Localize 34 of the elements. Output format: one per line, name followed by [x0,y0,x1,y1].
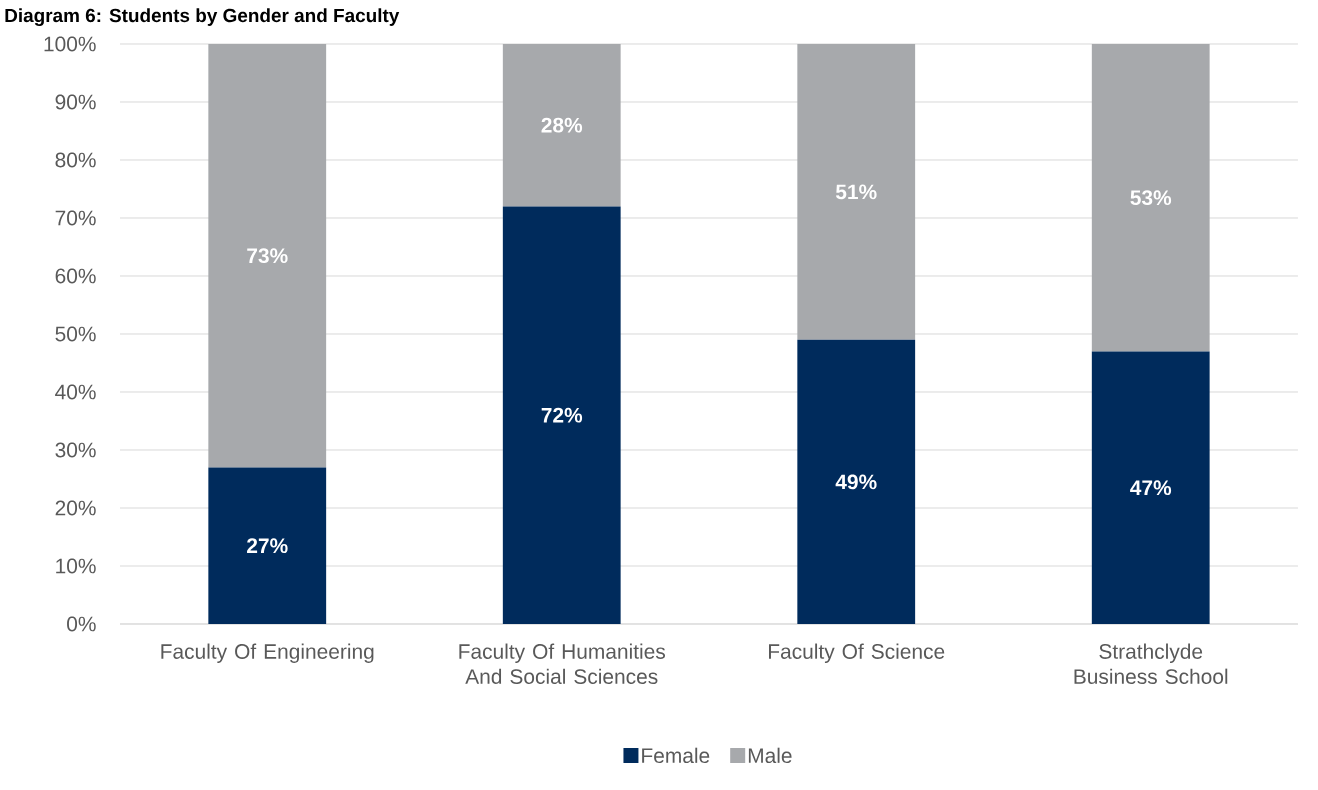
bar [1091,43,1210,352]
x-tick-label: Strathclyde Business School [1074,643,1228,684]
data-label: 28% [541,117,583,133]
x-tick-label: Faculty Of Science [769,643,945,664]
bar [797,43,916,340]
y-tick-label: 10% [56,558,96,574]
y-tick-label: 90% [55,94,96,110]
data-label: 53% [1130,190,1172,206]
y-tick-label: 100% [44,36,96,52]
y-tick-label: 0% [67,616,96,632]
y-tick-label: 50% [55,326,96,342]
legend-label: Male [748,747,792,764]
data-label: 47% [1130,480,1172,496]
y-tick-label: 40% [55,384,96,400]
data-label: 73% [247,248,288,264]
y-tick-label: 60% [55,268,96,284]
bar [502,206,621,624]
data-label: 27% [247,538,288,554]
y-tick-label: 80% [55,152,96,168]
chart-title: Diagram 6: Students by Gender and Faculty [5,8,400,27]
y-tick-label: 70% [55,210,96,226]
bar [208,467,327,624]
y-tick-label: 30% [55,442,96,458]
bar [502,43,621,207]
x-tick-label: Faculty Of Humanities And Social Sciences [459,643,666,684]
legend-label: Female [642,747,710,764]
y-tick-label: 20% [55,500,96,516]
data-label: 72% [541,407,583,423]
data-label: 51% [835,184,877,200]
x-tick-label: Faculty Of Engineering [161,643,374,664]
bar [797,339,916,624]
bar [1091,351,1210,624]
bar [208,43,327,468]
data-label: 49% [835,474,877,490]
